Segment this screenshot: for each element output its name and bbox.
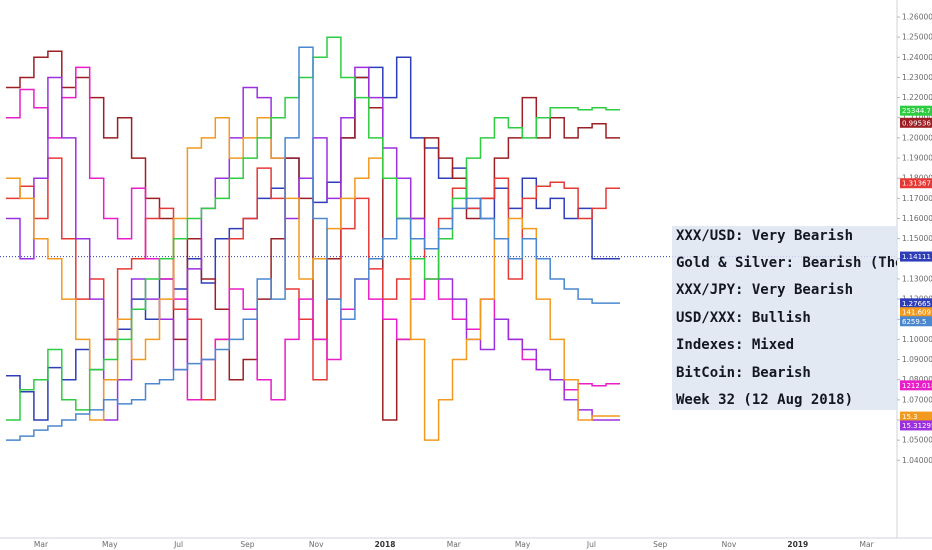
x-tick-label: Nov [309, 540, 324, 549]
x-tick-label: 2019 [787, 540, 808, 549]
series-lines [6, 36, 620, 441]
series-line-3 [6, 157, 620, 401]
y-tick-label: 1.10000 [902, 335, 932, 344]
price-badges: 25344.7 0.99536 1.31367 1.14111 1.27665141.6… [900, 105, 932, 431]
price-badge-label: 15.3 [902, 413, 918, 421]
summary-line-bitcoin: BitCoin: Bearish [676, 365, 811, 381]
y-tick-label: 1.19000 [902, 154, 932, 163]
price-badge-label: 25344.7 [902, 107, 931, 115]
x-tick-label: Jul [173, 540, 183, 549]
y-tick-label: 1.07000 [902, 395, 932, 404]
y-tick-label: 1.20000 [902, 133, 932, 142]
summary-line-xxxjpy: XXX/JPY: Very Bearish [676, 282, 854, 298]
price-badge [900, 105, 932, 116]
y-tick-label: 1.13000 [902, 274, 932, 283]
price-badge [900, 411, 932, 422]
price-badge-label: 6259.5 [902, 318, 927, 326]
x-tick-label: Mar [34, 540, 49, 549]
summary-line-gold-silver: Gold & Silver: Bearish (The dee [676, 255, 897, 271]
price-badge [900, 380, 932, 391]
summary-line-week: Week 32 (12 Aug 2018) [676, 392, 854, 408]
x-tick-label: Jul [586, 540, 596, 549]
y-tick-label: 1.16000 [902, 214, 932, 223]
series-line-6 [6, 117, 620, 441]
x-tick-label: Nov [722, 540, 737, 549]
price-badge-label: 1212.018 [902, 382, 932, 390]
price-badge [900, 178, 932, 189]
summary-line-indexes: Indexes: Mixed [676, 337, 795, 353]
x-tick-label: May [515, 540, 531, 549]
x-tick-label: Sep [653, 540, 667, 549]
price-badge [900, 420, 932, 431]
x-tick-label: May [102, 540, 118, 549]
summary-line-usdxxx: USD/XXX: Bullish [676, 310, 811, 326]
price-badge-label: 1.31367 [902, 180, 931, 188]
y-tick-label: 1.25000 [902, 33, 932, 42]
y-tick-label: 1.24000 [902, 53, 932, 62]
y-tick-label: 1.18000 [902, 174, 932, 183]
price-badge [900, 307, 932, 318]
y-tick-label: 1.21000 [902, 113, 932, 122]
y-tick-label: 1.09000 [902, 355, 932, 364]
y-tick-label: 1.04000 [902, 456, 932, 465]
price-badge [900, 117, 932, 128]
x-tick-label: Mar [447, 540, 462, 549]
summary-line-xxxusd: XXX/USD: Very Bearish [676, 228, 854, 244]
y-tick-label: 1.08000 [902, 375, 932, 384]
y-tick-label: 1.17000 [902, 194, 932, 203]
x-tick-label: Mar [860, 540, 875, 549]
y-tick-label: 1.22000 [902, 93, 932, 102]
price-badge-label: 1.27665 [902, 300, 931, 308]
y-tick-label: 1.23000 [902, 73, 932, 82]
x-tick-label: Sep [240, 540, 254, 549]
price-badge [900, 298, 932, 309]
summary-panel: XXX/USD: Very Bearish Gold & Silver: Bea… [672, 226, 897, 410]
y-tick-label: 1.15000 [902, 234, 932, 243]
x-tick-label: 2018 [375, 540, 396, 549]
series-line-8 [6, 46, 620, 441]
price-badge-label: 1.14111 [902, 253, 931, 261]
y-tick-label: 1.05000 [902, 436, 932, 445]
price-badge-label: 141.609 [902, 309, 931, 317]
y-tick-label: 1.26000 [902, 13, 932, 22]
price-badge [900, 251, 932, 262]
price-badge-label: 15.31295 [902, 422, 932, 430]
price-badge-label: 0.99536 [902, 119, 931, 127]
price-badge [900, 316, 932, 327]
